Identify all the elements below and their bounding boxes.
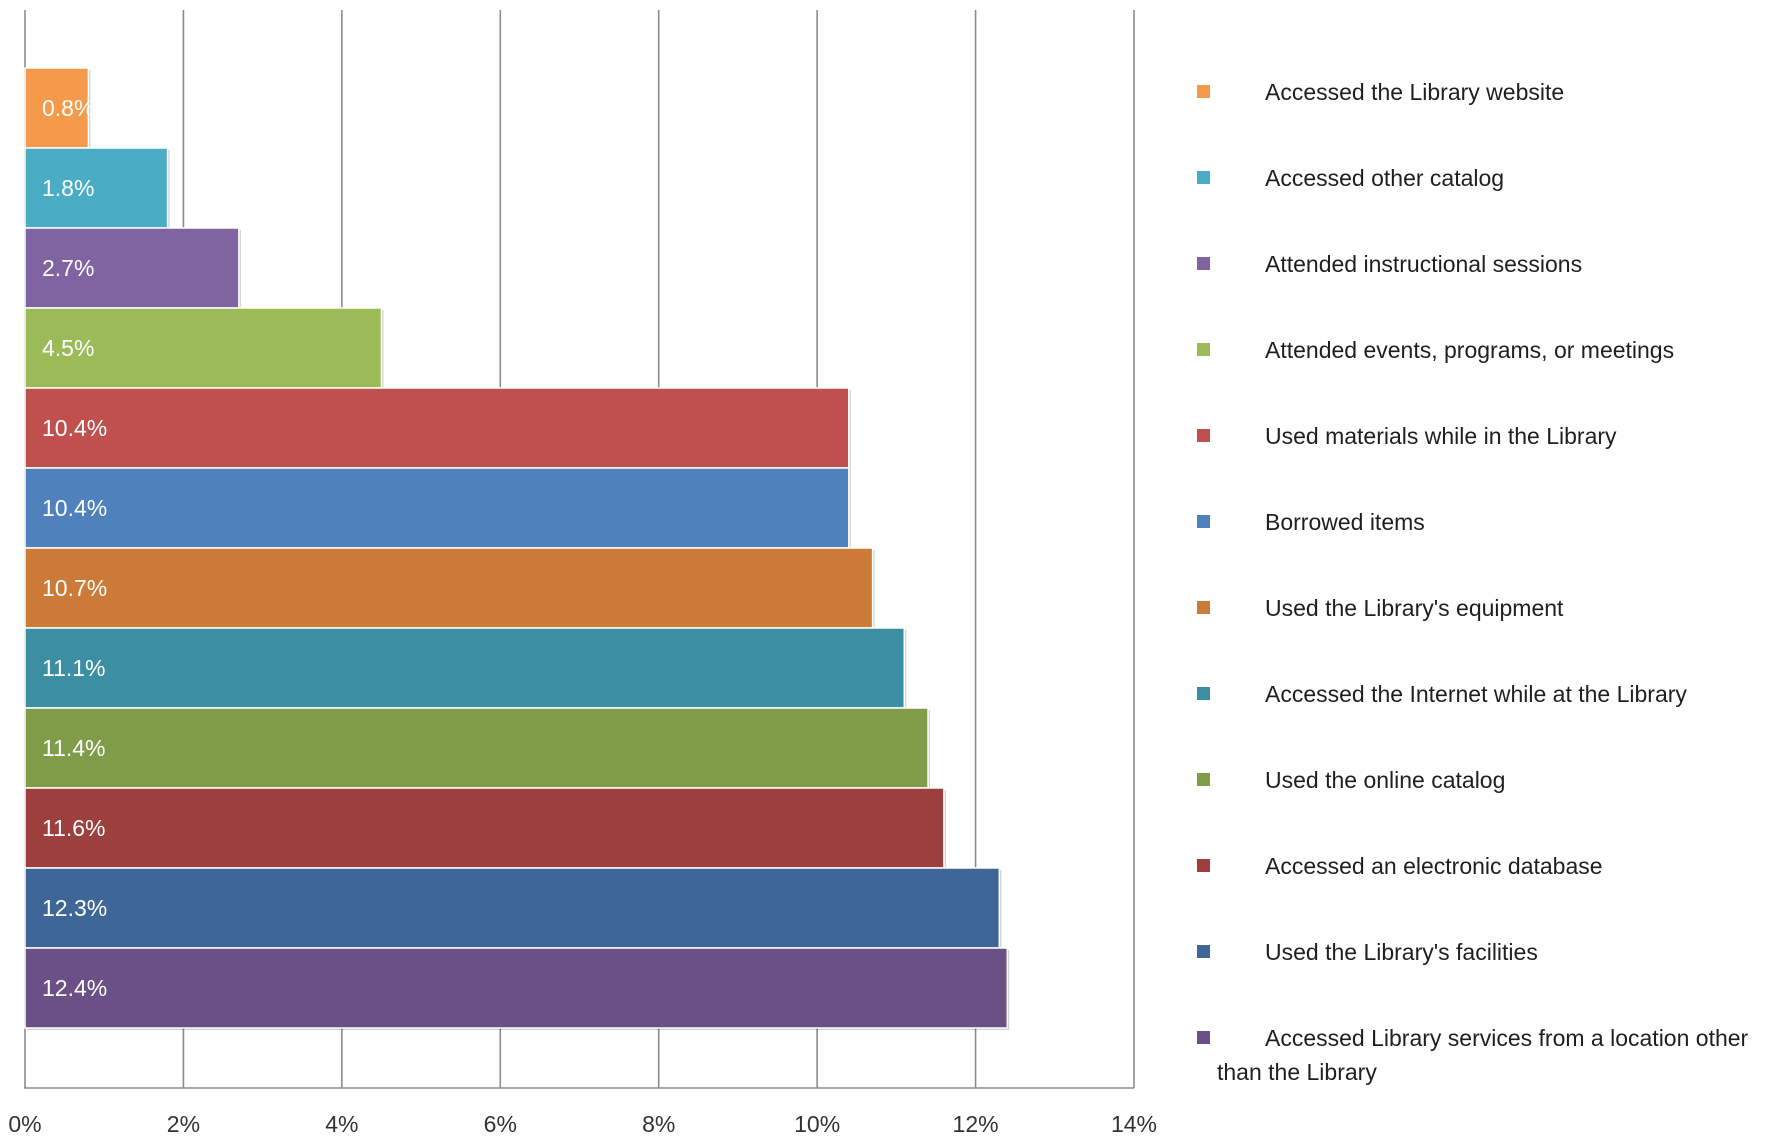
legend-swatch [1197, 945, 1210, 958]
legend-label: Accessed other catalog [1265, 165, 1504, 191]
bar-data-label: 2.7% [42, 255, 94, 281]
legend-swatch [1197, 343, 1210, 356]
bar [24, 147, 169, 229]
legend-swatch [1197, 687, 1210, 700]
bar-data-label: 12.3% [42, 895, 107, 921]
bar [24, 947, 1009, 1029]
legend-label: Attended events, programs, or meetings [1265, 337, 1674, 363]
x-axis: 0% 2% 4% 6% 8% 10% 12% 14% [8, 1087, 1157, 1137]
legend-swatch [1197, 171, 1210, 184]
x-tick-label: 12% [953, 1111, 999, 1137]
legend-swatch [1197, 429, 1210, 442]
legend-label: Borrowed items [1265, 509, 1425, 535]
legend-label: Accessed Library services from a locatio… [1217, 1025, 1749, 1085]
bar [24, 307, 383, 389]
legend-label: Used the Library's facilities [1265, 939, 1538, 965]
bar [24, 467, 850, 549]
legend-label: Used materials while in the Library [1265, 423, 1617, 449]
bars: 0.8% 1.8% 2.7% 4.5% 10.4% 10.4% 10.7% 11.1% 11.4… [24, 67, 1010, 1030]
bar-data-label: 10.4% [42, 415, 107, 441]
bar-data-label: 12.4% [42, 975, 107, 1001]
x-tick-label: 4% [325, 1111, 358, 1137]
bar-data-label: 10.7% [42, 575, 107, 601]
bar [24, 627, 906, 709]
bar [24, 707, 929, 789]
x-tick-label: 0% [8, 1111, 41, 1137]
bar-data-label: 11.6% [42, 815, 106, 841]
x-tick-label: 14% [1111, 1111, 1157, 1137]
x-tick-label: 8% [642, 1111, 675, 1137]
legend-swatch [1197, 1031, 1210, 1044]
x-tick-label: 10% [794, 1111, 840, 1137]
bar-data-label: 4.5% [42, 335, 94, 361]
legend-label: Attended instructional sessions [1265, 251, 1582, 277]
legend-swatch [1197, 601, 1210, 614]
legend-label: Accessed an electronic database [1265, 853, 1603, 879]
bar-data-label: 0.8% [42, 95, 94, 121]
legend-swatch [1197, 257, 1210, 270]
legend-label: Accessed the Internet while at the Libra… [1265, 681, 1687, 707]
legend: Accessed the Library website Accessed oth… [1197, 79, 1749, 1085]
bar-data-label: 10.4% [42, 495, 107, 521]
legend-label: Used the Library's equipment [1265, 595, 1564, 621]
legend-swatch [1197, 85, 1210, 98]
legend-swatch [1197, 515, 1210, 528]
x-tick-label: 2% [167, 1111, 200, 1137]
bar-data-label: 11.1% [42, 655, 106, 681]
x-tick-label: 6% [484, 1111, 517, 1137]
bar [24, 387, 850, 469]
bar [24, 547, 874, 629]
bar [24, 867, 1001, 949]
bar-data-label: 11.4% [42, 735, 106, 761]
bar [24, 787, 945, 869]
legend-swatch [1197, 773, 1210, 786]
bar [24, 67, 90, 149]
legend-label: Used the online catalog [1265, 767, 1505, 793]
legend-label: Accessed the Library website [1265, 79, 1564, 105]
bar-data-label: 1.8% [42, 175, 94, 201]
legend-swatch [1197, 859, 1210, 872]
